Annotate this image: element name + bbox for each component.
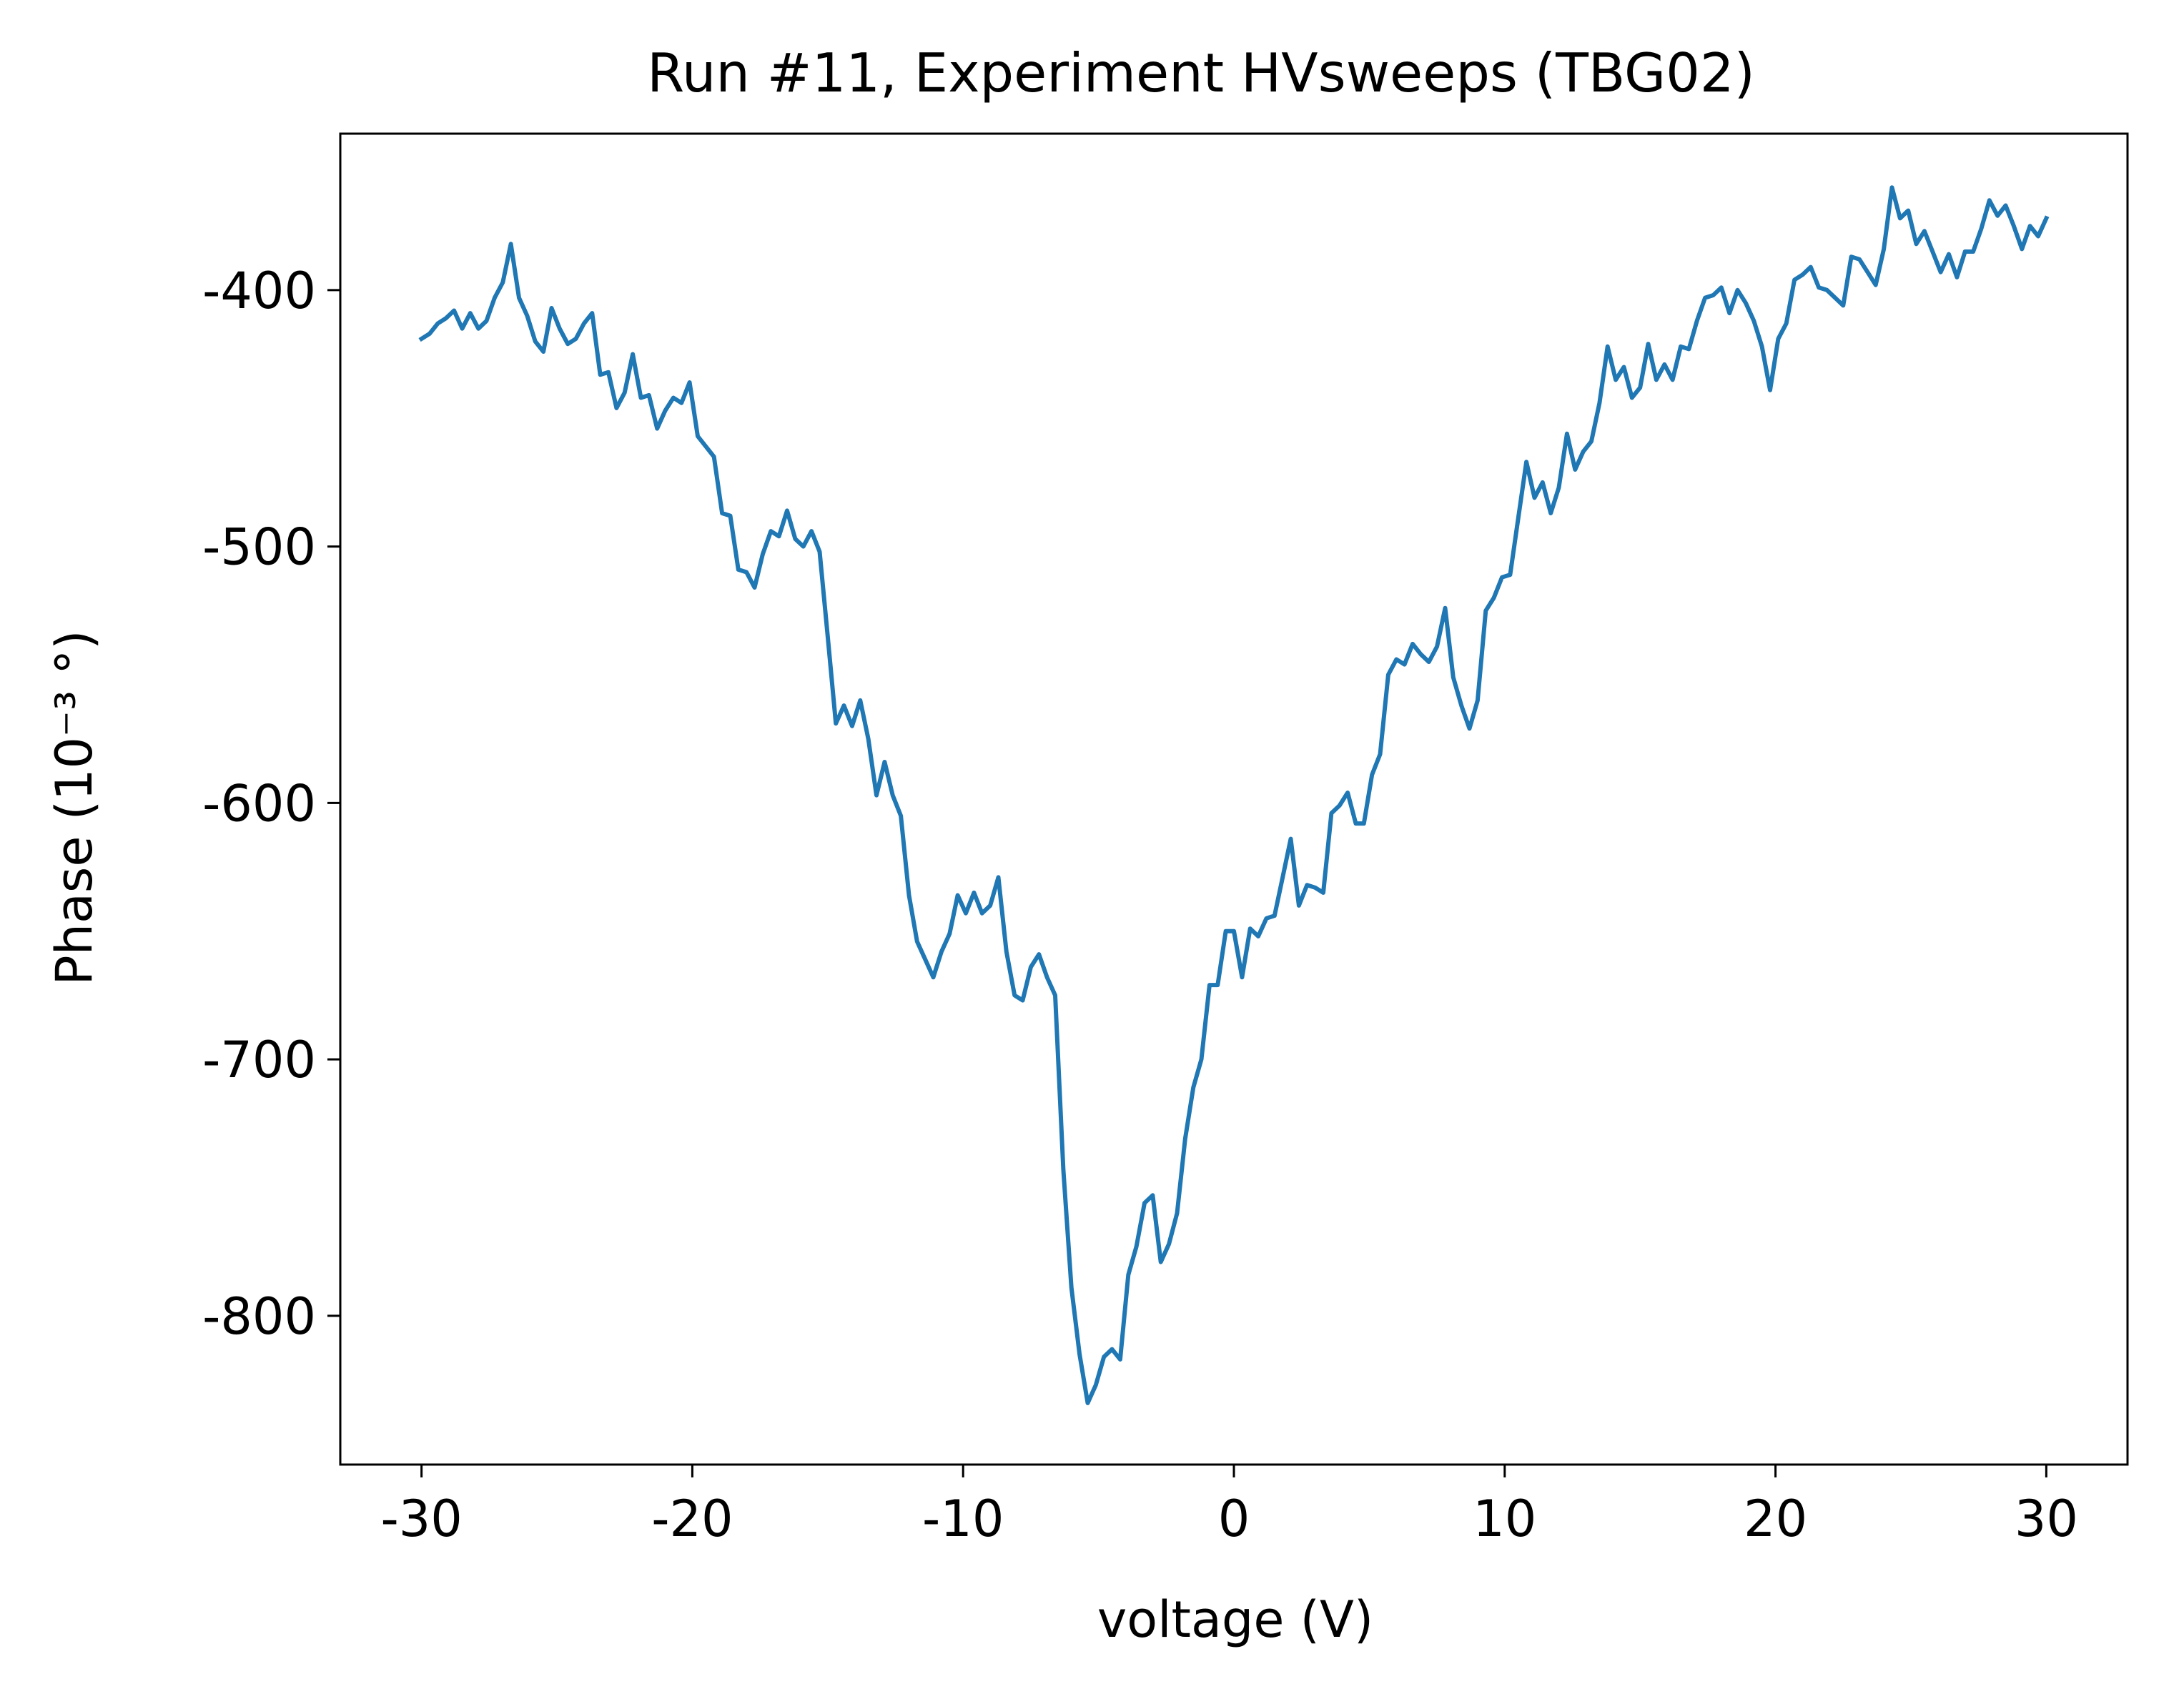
- plot-frame: [339, 132, 2129, 1466]
- y-tick-label: -600: [202, 774, 316, 833]
- y-axis-label: Phase (10⁻³ °): [45, 630, 104, 985]
- x-tick-label: 0: [1218, 1490, 1250, 1548]
- x-tick-label: 30: [2015, 1490, 2078, 1548]
- x-axis: -30 -20 -10 0 10 20 30: [380, 1465, 2078, 1548]
- x-tick-label: -20: [651, 1490, 733, 1548]
- x-tick-label: -30: [380, 1490, 462, 1548]
- y-axis: -400 -500 -600 -700 -800: [202, 262, 340, 1346]
- series-line: [418, 185, 2050, 1405]
- y-tick-label: -700: [202, 1031, 316, 1089]
- x-axis-label: voltage (V): [1097, 1590, 1373, 1649]
- chart-title: Run #11, Experiment HVsweeps (TBG02): [647, 41, 1755, 104]
- x-tick-label: 10: [1473, 1490, 1536, 1548]
- y-tick-label: -500: [202, 518, 316, 577]
- x-tick-label: 20: [1744, 1490, 1807, 1548]
- y-tick-label: -800: [202, 1287, 316, 1346]
- x-tick-label: -10: [922, 1490, 1004, 1548]
- y-tick-label: -400: [202, 262, 316, 320]
